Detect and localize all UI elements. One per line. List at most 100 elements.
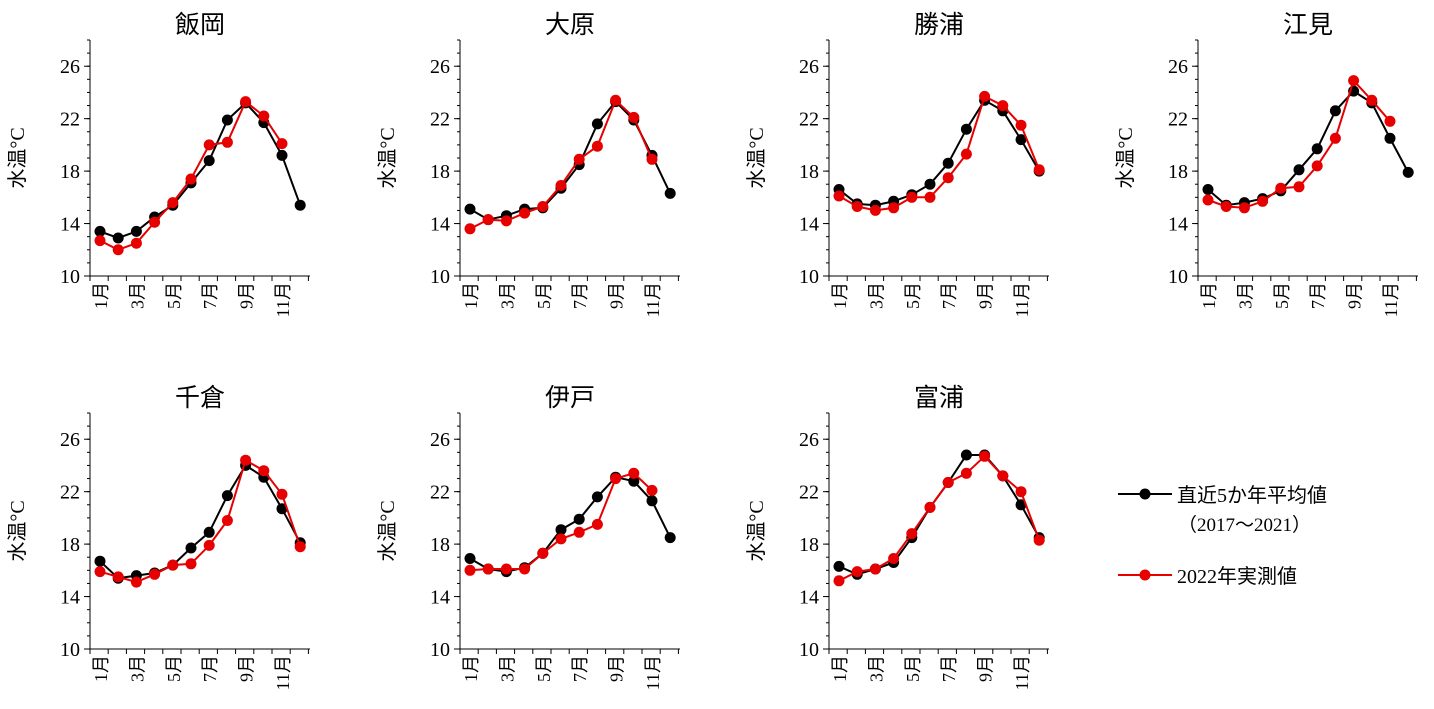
data-point-actual [555, 533, 567, 545]
y-tick-label: 18 [799, 161, 819, 183]
x-tick-label: 7月 [570, 282, 590, 309]
x-tick-label: 1月 [830, 655, 850, 682]
data-point-actual [482, 214, 494, 226]
x-tick-label: 7月 [1308, 282, 1328, 309]
y-tick-label: 14 [799, 214, 819, 236]
data-point-avg [628, 475, 640, 487]
x-tick-label: 1月 [91, 655, 111, 682]
data-point-actual [610, 94, 622, 106]
chart-title: 大原 [545, 11, 595, 39]
data-point-actual [1384, 115, 1396, 127]
x-tick-label: 7月 [200, 655, 220, 682]
data-point-avg [185, 542, 197, 554]
data-point-actual [500, 215, 512, 227]
chart-1: 飯岡 10 14 18 22 26 水温°C 1月 3月 5月 7月 9月 11月 [6, 11, 310, 317]
data-point-actual [167, 197, 179, 209]
legend-avg-marker [1139, 488, 1151, 500]
series-line-avg [838, 454, 1041, 576]
y-axis-label: 水温°C [6, 500, 29, 561]
x-tick-label: 9月 [607, 655, 627, 682]
data-point-actual [1348, 75, 1360, 87]
x-tick-label: 7月 [570, 655, 590, 682]
y-tick-label: 26 [1168, 56, 1188, 78]
data-point-avg [464, 203, 476, 215]
y-tick-label: 26 [60, 429, 80, 451]
x-tick-label: 11月 [1012, 655, 1032, 690]
x-tick-label: 5月 [534, 655, 554, 682]
y-tick-label: 18 [430, 161, 450, 183]
data-point-actual [112, 244, 124, 256]
series-line-avg [469, 100, 672, 221]
data-point-avg [664, 187, 676, 199]
data-point-avg [1311, 143, 1323, 155]
data-point-avg [942, 157, 954, 169]
data-point-actual [1220, 201, 1232, 212]
legend-avg-label: 直近5か年平均値 [1177, 484, 1327, 507]
y-tick-label: 10 [1168, 266, 1188, 288]
data-point-actual [94, 235, 106, 247]
legend-actual-label: 2022年実測値 [1177, 565, 1297, 588]
y-tick-label: 22 [430, 109, 450, 131]
data-point-actual [482, 563, 494, 575]
data-point-actual [258, 465, 270, 477]
series-line-avg [99, 101, 302, 240]
x-tick-label: 11月 [273, 655, 293, 690]
data-point-actual [537, 547, 549, 559]
series-line-avg [838, 98, 1041, 207]
data-point-avg [591, 491, 603, 503]
x-tick-label: 9月 [607, 282, 627, 309]
data-point-actual [646, 153, 658, 165]
data-point-actual [960, 467, 972, 479]
data-point-actual [500, 563, 512, 575]
data-point-actual [833, 575, 845, 587]
chart-title: 富浦 [914, 384, 964, 412]
x-tick-label: 7月 [939, 655, 959, 682]
x-tick-label: 3月 [127, 655, 147, 682]
data-point-actual [851, 201, 863, 212]
x-tick-label: 11月 [1381, 282, 1401, 317]
data-point-actual [537, 201, 549, 212]
chart-2: 大原 10 14 18 22 26 水温°C 1月 3月 5月 7月 9月 11月 [376, 11, 680, 317]
x-tick-label: 1月 [830, 282, 850, 309]
data-point-actual [979, 90, 991, 102]
data-point-actual [869, 204, 881, 216]
x-tick-label: 3月 [866, 282, 886, 309]
legend-avg-period: （2017～2021） [1178, 514, 1311, 536]
data-point-avg [294, 199, 306, 211]
data-point-actual [1015, 119, 1027, 131]
data-point-actual [610, 473, 622, 485]
series-line-actual [838, 94, 1041, 212]
x-tick-label: 1月 [1199, 282, 1219, 309]
data-point-actual [203, 539, 215, 551]
series-line-actual [99, 458, 302, 584]
x-tick-label: 9月 [1345, 282, 1365, 309]
y-axis-label: 水温°C [745, 127, 768, 188]
x-tick-label: 1月 [461, 655, 481, 682]
y-tick-label: 22 [1168, 109, 1188, 131]
y-tick-label: 14 [60, 587, 80, 609]
y-tick-label: 26 [799, 429, 819, 451]
y-tick-label: 26 [430, 429, 450, 451]
x-tick-label: 11月 [1012, 282, 1032, 317]
x-tick-label: 3月 [497, 655, 517, 682]
data-point-actual [464, 564, 476, 576]
chart-6: 伊戸 10 14 18 22 26 水温°C 1月 3月 5月 7月 9月 11月 [376, 384, 680, 690]
y-tick-label: 10 [430, 639, 450, 661]
x-tick-label: 11月 [643, 282, 663, 317]
data-point-avg [94, 225, 106, 237]
data-point-avg [276, 503, 288, 515]
x-tick-label: 3月 [1235, 282, 1255, 309]
y-axis-label: 水温°C [1114, 127, 1137, 188]
data-point-actual [1293, 181, 1305, 193]
chart-5: 千倉 10 14 18 22 26 水温°C 1月 3月 5月 7月 9月 11月 [6, 384, 310, 690]
data-point-avg [221, 114, 233, 126]
x-tick-label: 7月 [939, 282, 959, 309]
data-point-actual [591, 140, 603, 152]
data-point-actual [906, 528, 918, 540]
x-tick-label: 11月 [643, 655, 663, 690]
legend: 直近5か年平均値 （2017～2021） 2022年実測値 [1118, 484, 1327, 588]
data-point-actual [1202, 194, 1214, 206]
y-tick-label: 18 [60, 534, 80, 556]
x-tick-label: 1月 [461, 282, 481, 309]
data-point-actual [573, 153, 585, 165]
